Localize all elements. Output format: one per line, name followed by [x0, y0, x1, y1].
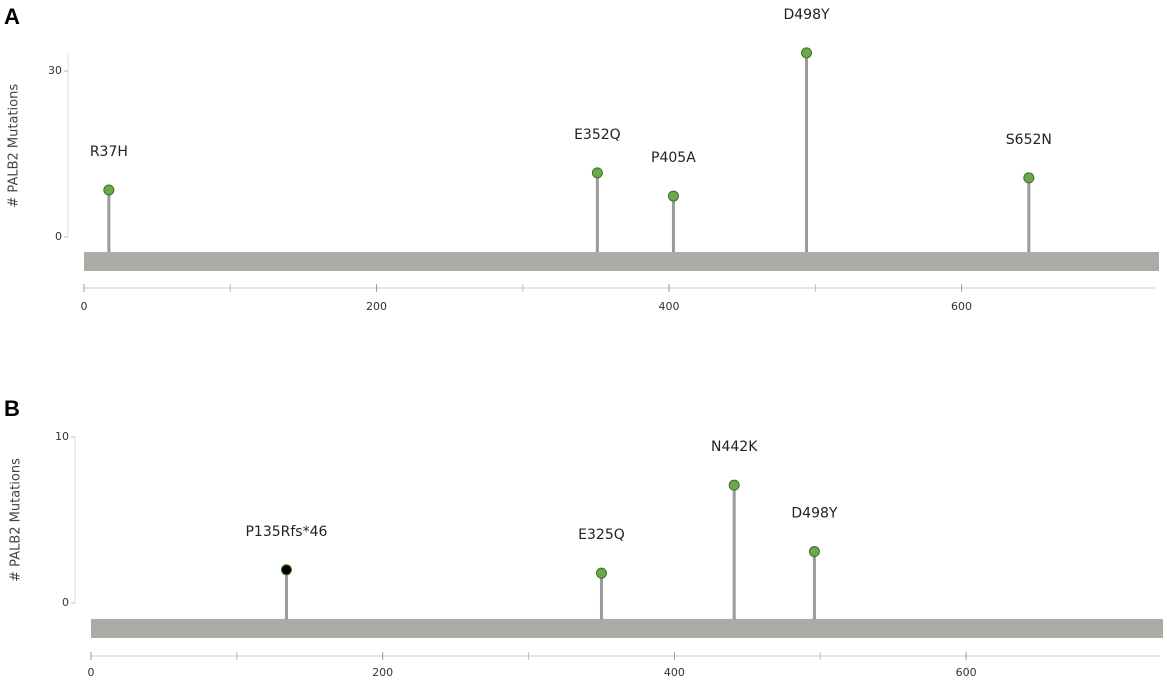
mutation-label: E325Q — [578, 527, 625, 543]
mutation-label: N442K — [711, 439, 758, 455]
y-tick-label: 10 — [55, 430, 69, 443]
mutation-label: E352Q — [574, 127, 621, 143]
mutation-label: P405A — [651, 150, 696, 166]
lollipop-head — [808, 546, 820, 558]
mutation-label: S652N — [1006, 132, 1052, 148]
y-tick-label: 0 — [62, 596, 69, 609]
lollipop-head — [801, 47, 813, 59]
lollipop-head — [1023, 172, 1035, 184]
protein-bar — [91, 619, 1163, 638]
panel-letter: B — [4, 396, 20, 421]
protein-bar — [84, 252, 1159, 271]
panel-letter: A — [4, 4, 20, 29]
x-tick-label: 600 — [956, 666, 977, 679]
lollipop-head — [667, 190, 679, 202]
lollipop-head — [595, 567, 607, 579]
lollipop-head — [280, 564, 292, 576]
x-tick-label: 400 — [659, 300, 680, 313]
mutation-label: P135Rfs*46 — [245, 524, 327, 540]
lollipop-head — [103, 184, 115, 196]
mutation-label: R37H — [90, 144, 128, 160]
y-tick-label: 0 — [55, 230, 62, 243]
x-tick-label: 400 — [664, 666, 685, 679]
mutation-label: D498Y — [783, 7, 830, 23]
y-tick-label: 30 — [48, 64, 62, 77]
lollipop-head — [591, 167, 603, 179]
x-tick-label: 0 — [88, 666, 95, 679]
y-axis-label: # PALB2 Mutations — [9, 458, 24, 582]
x-tick-label: 200 — [366, 300, 387, 313]
lollipop-head — [728, 479, 740, 491]
mutation-label: D498Y — [791, 506, 838, 522]
y-axis-label: # PALB2 Mutations — [7, 84, 22, 208]
x-tick-label: 200 — [372, 666, 393, 679]
x-tick-label: 0 — [81, 300, 88, 313]
x-tick-label: 600 — [951, 300, 972, 313]
